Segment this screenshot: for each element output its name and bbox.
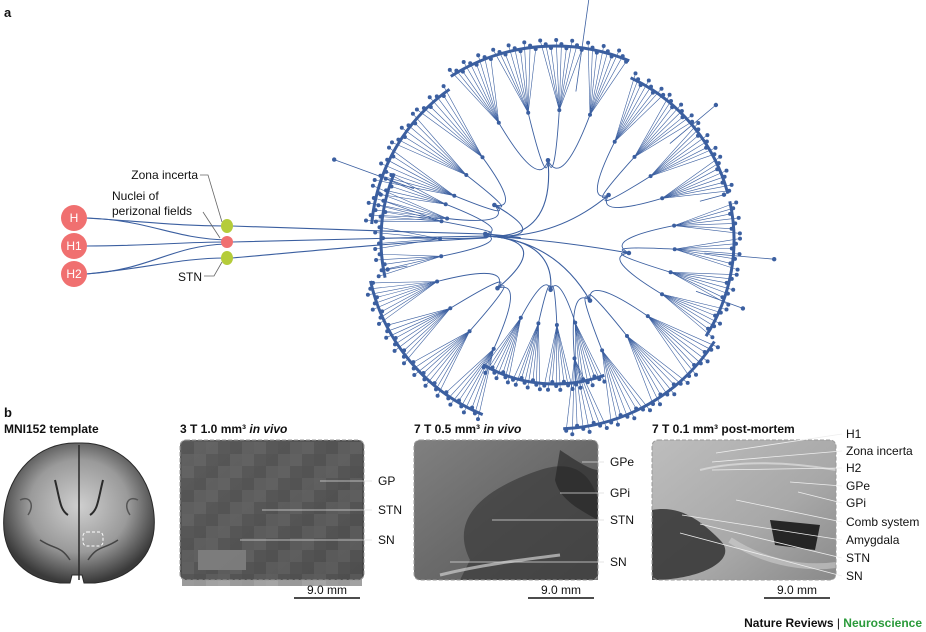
node-h2: H2 xyxy=(61,261,87,287)
dendrogram-tree xyxy=(332,0,777,437)
img3-label-gpi: GPi xyxy=(846,496,866,510)
img1-leaders xyxy=(240,480,372,541)
img2-leaders xyxy=(450,461,604,563)
img3-label-zona-incerta: Zona incerta xyxy=(846,444,913,458)
mni-brain-image xyxy=(3,442,155,584)
panel-a-letter: a xyxy=(4,5,12,20)
label-zona-incerta: Zona incerta xyxy=(131,168,198,182)
svg-text:H: H xyxy=(70,211,79,225)
img3-label-gpe: GPe xyxy=(846,479,870,493)
stn-node xyxy=(221,251,233,265)
img2-scale-text: 9.0 mm xyxy=(541,583,581,597)
label-nuclei-1: Nuclei of xyxy=(112,189,159,203)
img2-label-sn: SN xyxy=(610,555,627,569)
node-h1: H1 xyxy=(61,233,87,259)
img3-label-comb-system: Comb system xyxy=(846,515,919,529)
mri-image-3t xyxy=(179,439,365,586)
img3-label-stn: STN xyxy=(846,551,870,565)
img2-label-gpe: GPe xyxy=(610,455,634,469)
img3-leaders xyxy=(679,433,843,577)
img1-label-gp: GP xyxy=(378,474,395,488)
img3-label-h1: H1 xyxy=(846,427,862,441)
img1-scale-text: 9.0 mm xyxy=(307,583,347,597)
mri-image-7t-postmortem xyxy=(651,439,837,581)
journal-credit: Nature Reviews | Neuroscience xyxy=(744,616,922,630)
label-stn-a: STN xyxy=(178,270,202,284)
panel-b-letter: b xyxy=(4,405,12,420)
img1-title: 3 T 1.0 mm³ in vivo xyxy=(180,422,287,436)
img3-label-sn: SN xyxy=(846,569,863,583)
img3-label-amygdala: Amygdala xyxy=(846,533,900,547)
mni-template-title: MNI152 template xyxy=(4,422,99,436)
perizonal-node xyxy=(221,236,233,248)
img1-label-sn: SN xyxy=(378,533,395,547)
zona-incerta-node xyxy=(221,219,233,233)
img2-label-gpi: GPi xyxy=(610,486,630,500)
img2-label-stn: STN xyxy=(610,513,634,527)
node-h: H xyxy=(61,205,87,231)
img2-title: 7 T 0.5 mm³ in vivo xyxy=(414,422,521,436)
img3-scale-text: 9.0 mm xyxy=(777,583,817,597)
img3-label-h2: H2 xyxy=(846,461,862,475)
label-leaders xyxy=(200,174,223,277)
img1-label-stn: STN xyxy=(378,503,402,517)
mri-image-7t-invivo xyxy=(413,439,599,581)
svg-text:H2: H2 xyxy=(66,267,82,281)
svg-text:H1: H1 xyxy=(66,239,82,253)
label-nuclei-2: perizonal fields xyxy=(112,204,192,218)
source-links xyxy=(85,217,487,275)
img3-title: 7 T 0.1 mm³ post-mortem xyxy=(652,422,795,436)
